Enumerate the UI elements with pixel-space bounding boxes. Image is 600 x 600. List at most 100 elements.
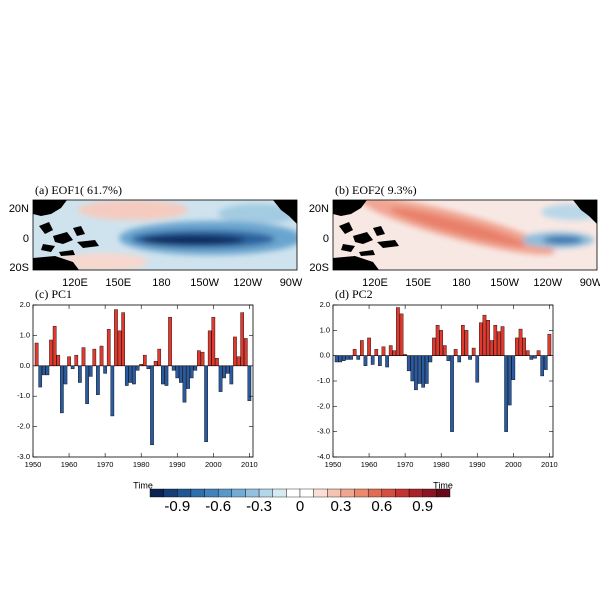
colorbar-box [149,488,164,498]
bar [446,355,451,361]
lon-label: 180 [152,277,170,289]
colorbar-label: 0.9 [412,498,433,515]
x-tick-label: 2010 [541,460,558,469]
colorbar-box [204,488,219,498]
bar [507,355,512,406]
bar [529,355,534,360]
colorbar-box [436,488,451,498]
bar [464,330,469,356]
lon-label: 150W [190,277,219,289]
bar [432,337,436,356]
map-b [332,199,598,271]
y-tick-label: 1.0 [320,325,330,334]
bar [211,316,216,367]
bar [410,355,415,382]
bar [424,355,429,384]
bar [500,326,505,356]
colorbar-box [313,488,328,498]
bar [114,309,118,366]
lon-label: 120E [362,277,388,289]
bar [110,365,115,417]
lon-label: 90W [280,277,303,289]
bar [414,355,418,391]
bar [85,365,89,404]
bar [41,365,46,376]
colorbar-label: -0.9 [164,498,190,515]
bar [197,350,201,367]
bar [236,356,241,366]
bar [518,328,523,356]
bar [103,365,107,374]
bar [392,350,397,356]
bar [38,365,43,388]
x-tick-label: 2000 [205,460,222,469]
x-tick-label: 1990 [469,460,486,469]
bar [34,342,39,366]
bar [461,325,465,356]
bar [442,345,447,356]
bar [124,365,129,386]
colorbar-box [299,488,314,498]
x-tick-label: 1970 [97,460,114,469]
lon-label: 90W [580,277,600,289]
bar [161,365,165,385]
chart-title: (d) PC2 [335,287,373,301]
bar [60,365,64,414]
bar [468,355,472,360]
colorbar-label: 0.3 [330,498,351,515]
y-tick-label: -1.0 [317,376,330,385]
bar [489,340,494,356]
bar [63,365,68,385]
bar [525,350,530,356]
bar [182,365,187,403]
bar [225,365,230,374]
colorbar-box [272,488,287,498]
y-tick-label: -4.0 [317,452,330,461]
bar [218,365,223,392]
plot-frame [332,304,554,458]
bar [153,361,158,366]
bar [547,333,552,356]
colorbar-box [286,488,301,498]
bar [121,312,125,367]
bar [135,365,140,371]
bar [67,356,71,366]
bar [453,349,458,356]
bar [99,345,104,367]
colorbar-box [217,488,233,498]
y-tick-label: -2.0 [17,422,30,431]
bar [204,365,208,442]
bar [150,365,154,446]
bar [515,337,519,356]
bar [240,312,245,367]
bar [493,325,498,356]
x-tick-label: 1950 [25,460,42,469]
x-tick-label: 1960 [361,460,378,469]
bar [243,338,248,367]
bar [233,336,237,367]
colorbar-box [231,488,246,498]
x-tick-label: 1980 [433,460,450,469]
colorbar-box [395,488,410,498]
lat-label: 20N [309,203,329,215]
lat-label: 20S [309,262,329,274]
bar [157,348,162,366]
bar [385,355,389,368]
bar [388,345,393,356]
bar [381,346,386,356]
bar [363,355,368,366]
bar [399,313,404,356]
colorbar-box [340,488,355,498]
colorbar-label: 0.6 [371,498,392,515]
colorbar-box [327,488,342,498]
lat-label: 0 [23,233,29,245]
bar [70,365,75,370]
bar [175,365,180,379]
colorbar-box [422,488,437,498]
bar [504,355,508,432]
bar [475,355,480,383]
map-title: (a) EOF1( 61.7%) [35,183,122,197]
bar [128,365,133,383]
bar [406,355,411,372]
